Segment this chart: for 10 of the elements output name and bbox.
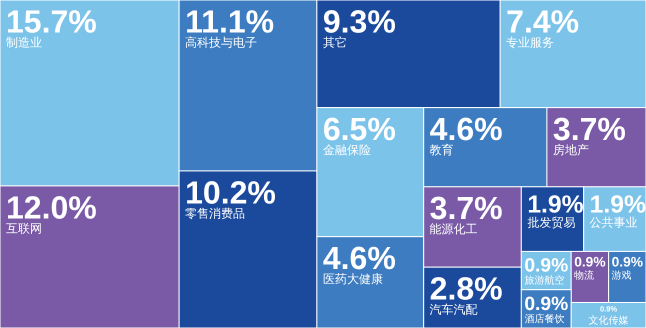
category-label: 公共事业: [590, 215, 638, 230]
data-label: 0.9%: [574, 254, 606, 270]
category-label: 物流: [574, 270, 594, 282]
category-label: 酒店餐饮: [524, 313, 564, 326]
category-label: 文化传媒: [588, 314, 629, 327]
category-label: 互联网: [6, 221, 42, 236]
category-label: 批发贸易: [527, 215, 576, 230]
category-label: 旅游航空: [524, 274, 564, 287]
data-label: 0.9%: [612, 254, 643, 270]
category-label: 游戏: [612, 270, 632, 282]
